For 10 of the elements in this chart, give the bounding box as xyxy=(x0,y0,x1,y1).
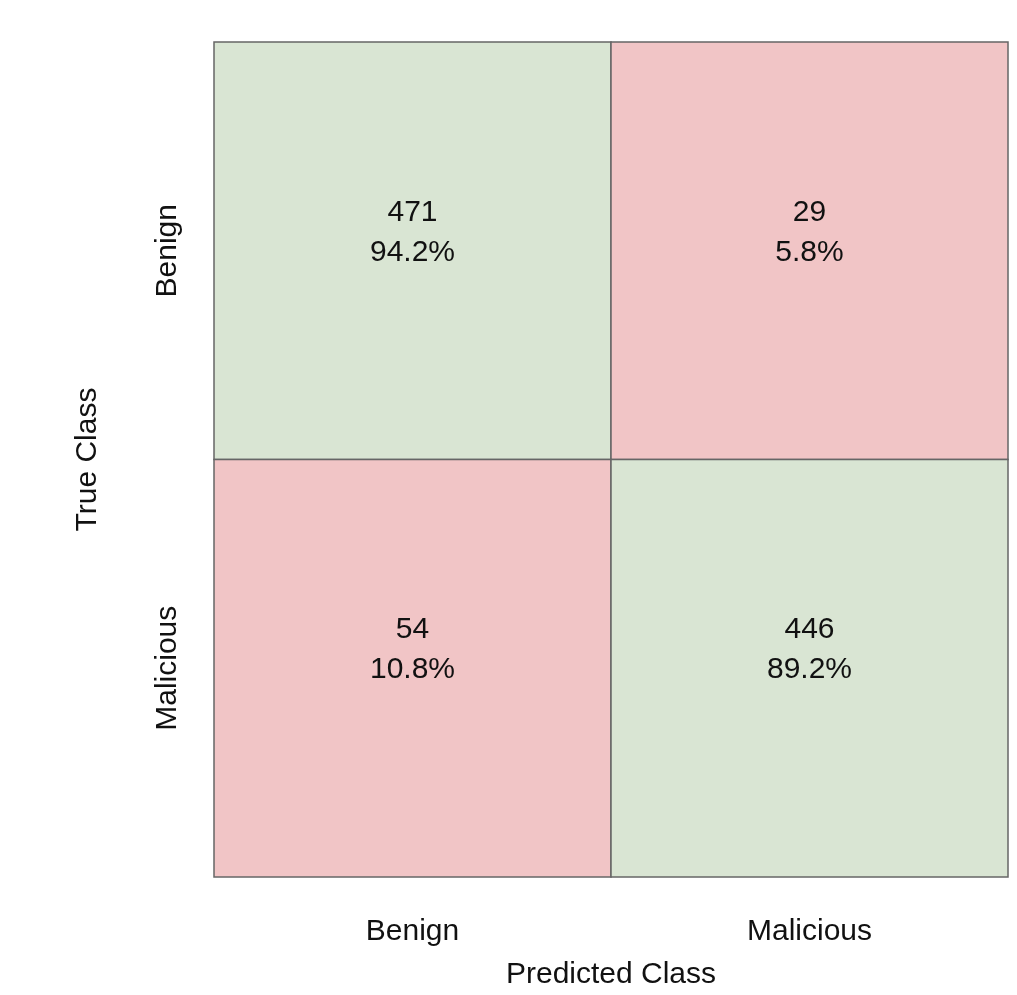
data-label: 446 xyxy=(784,611,835,645)
data-label: 471 xyxy=(387,193,438,227)
annotation: 10.8% xyxy=(369,651,456,685)
data-label: 54 xyxy=(395,611,430,645)
y-axis-title: True Class xyxy=(69,387,102,532)
annotation: 5.8% xyxy=(775,233,844,267)
annotation: 94.2% xyxy=(369,233,456,267)
annotation: 89.2% xyxy=(766,651,853,685)
x-axis-title: Predicted Class xyxy=(505,956,717,989)
data-label: 29 xyxy=(792,193,827,227)
